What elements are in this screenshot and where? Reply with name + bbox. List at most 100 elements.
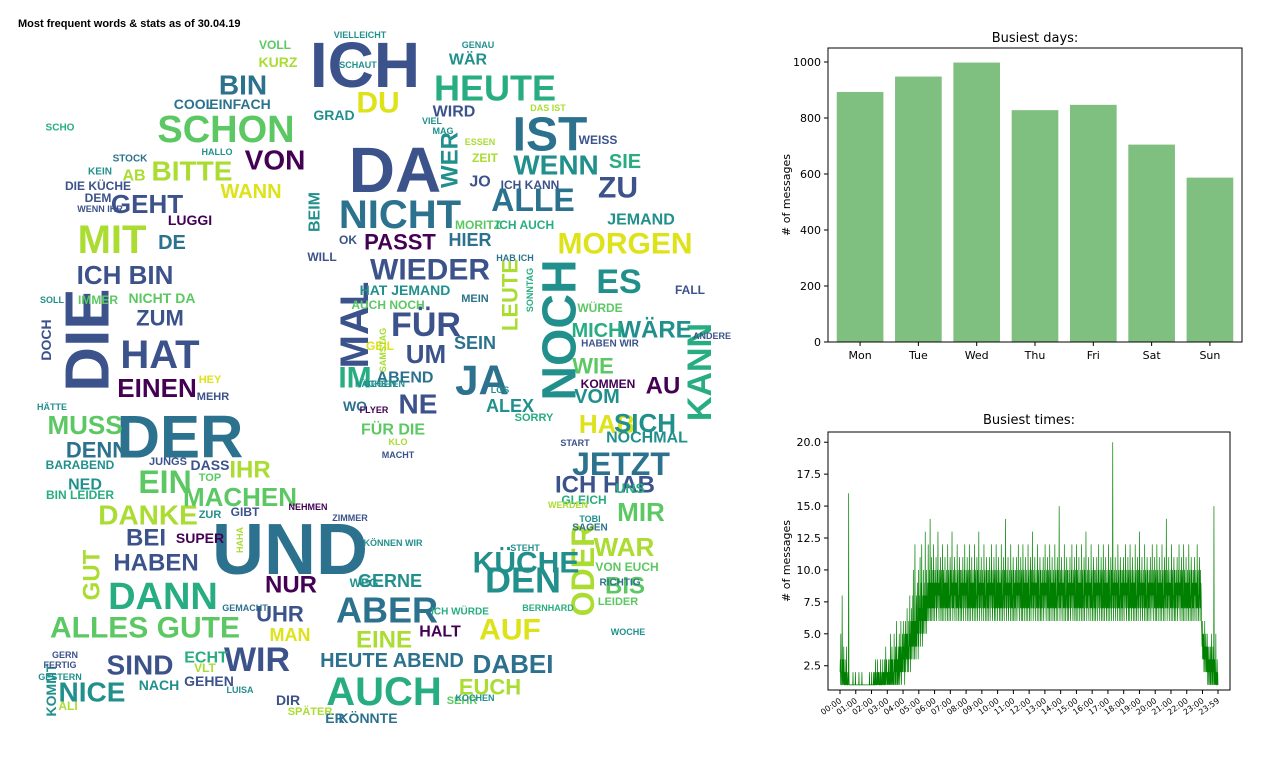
word-cloud-word: GUT bbox=[79, 549, 106, 600]
word-cloud-word: DIR bbox=[276, 692, 300, 708]
word-cloud-word: ANDERE bbox=[693, 331, 731, 341]
word-cloud-word: ICH BIN bbox=[77, 260, 174, 290]
word-cloud-word: NÄCHSTEN bbox=[355, 379, 405, 389]
y-tick-label: 5.0 bbox=[804, 628, 822, 641]
word-cloud-word: ICH HAB bbox=[555, 472, 655, 499]
word-cloud-word: LEIDER bbox=[598, 596, 638, 608]
word-cloud-word: HEUTE bbox=[434, 68, 556, 109]
word-cloud-word: LEUTE bbox=[498, 259, 523, 331]
word-cloud-word: KÜCHE bbox=[473, 547, 580, 580]
word-cloud-word: KANN bbox=[681, 323, 719, 421]
word-cloud-word: VIEL bbox=[422, 116, 443, 126]
word-cloud-word: SEHR bbox=[447, 695, 478, 707]
word-cloud-word: WIE bbox=[572, 354, 614, 379]
word-cloud-word: VIELLEICHT bbox=[334, 30, 387, 40]
word-cloud-word: NOCH bbox=[534, 259, 587, 400]
word-cloud-word: DA bbox=[349, 134, 441, 206]
word-cloud-word: GLEICH bbox=[561, 493, 606, 507]
word-cloud-word: ER bbox=[325, 710, 344, 726]
word-cloud-word: VLT bbox=[194, 661, 216, 675]
word-cloud-word: JA bbox=[455, 357, 509, 404]
word-cloud-word: KLO bbox=[389, 437, 408, 447]
word-cloud-word: KOMMEN bbox=[581, 377, 636, 391]
word-cloud-word: UHR bbox=[256, 602, 304, 627]
word-cloud-word: AUF bbox=[479, 614, 541, 647]
word-cloud-word: BARABEND bbox=[46, 458, 115, 472]
word-cloud-word: FLYER bbox=[360, 405, 389, 415]
word-cloud-word: HALLO bbox=[202, 147, 233, 157]
word-cloud-word: KURZ bbox=[259, 54, 298, 70]
word-cloud-word: BIS bbox=[605, 573, 645, 600]
word-cloud-word: FALL bbox=[675, 283, 705, 297]
word-cloud-word: ZEIT bbox=[472, 151, 499, 165]
word-cloud-word: VOLL bbox=[259, 38, 291, 52]
word-cloud-word: EINEN bbox=[117, 373, 196, 403]
y-tick-label: 10.0 bbox=[797, 564, 822, 577]
bar bbox=[1128, 144, 1175, 342]
word-cloud-word: KEIN bbox=[88, 167, 112, 178]
word-cloud-word: WER bbox=[437, 132, 464, 188]
word-cloud-word: WÄRE bbox=[618, 317, 691, 344]
x-tick-label: Sun bbox=[1199, 349, 1220, 362]
word-cloud-word: GENAU bbox=[462, 40, 495, 50]
word-cloud-word: WERDEN bbox=[548, 500, 588, 510]
word-cloud-word: ICH WÜRDE bbox=[431, 605, 489, 618]
word-cloud-word: TOBI bbox=[579, 514, 600, 524]
word-cloud-word: GEGEN bbox=[364, 379, 397, 389]
word-cloud-word: SCHON bbox=[157, 109, 294, 151]
word-cloud-word: SAGEN bbox=[572, 523, 608, 534]
word-cloud-word: JEMAND bbox=[607, 212, 675, 229]
word-cloud-word: IMMER bbox=[78, 293, 118, 307]
word-cloud-word: MORITZ bbox=[455, 218, 501, 232]
word-cloud-word: SEIN bbox=[454, 333, 496, 353]
word-cloud-word: ICH bbox=[310, 29, 420, 101]
word-cloud-word: DEN bbox=[485, 560, 561, 601]
y-tick-label: 0 bbox=[814, 336, 821, 349]
word-cloud-word: HAHA bbox=[235, 527, 245, 553]
word-cloud-word: GEIL bbox=[366, 339, 394, 353]
word-cloud-word: UM bbox=[406, 339, 446, 369]
page-title: Most frequent words & stats as of 30.04.… bbox=[18, 18, 241, 30]
word-cloud-word: GESTERN bbox=[38, 672, 82, 682]
word-cloud-word: NED bbox=[68, 477, 102, 494]
x-tick-label: Mon bbox=[848, 349, 871, 362]
x-tick-label: Fri bbox=[1087, 349, 1100, 362]
word-cloud-word: EINFACH bbox=[209, 96, 270, 112]
word-cloud-word: MAL bbox=[333, 282, 377, 369]
y-tick-label: 20.0 bbox=[797, 436, 822, 449]
word-cloud-word: DAS IST bbox=[530, 103, 566, 113]
word-cloud-word: KOMMT bbox=[43, 663, 59, 716]
word-cloud-word: RICHTIG bbox=[599, 578, 640, 589]
word-cloud-word: DABEI bbox=[473, 649, 554, 679]
bar bbox=[895, 76, 942, 342]
word-cloud-word: DU bbox=[356, 87, 399, 120]
word-cloud-word: WIRD bbox=[433, 104, 476, 121]
word-cloud-word: ZUR bbox=[199, 509, 222, 521]
y-tick-label: 12.5 bbox=[797, 532, 822, 545]
y-tick-label: 800 bbox=[800, 112, 821, 125]
y-tick-label: 2.5 bbox=[804, 660, 822, 673]
word-cloud-word: SAMSTAG bbox=[378, 328, 388, 372]
word-cloud-word: SONNTAG bbox=[525, 268, 535, 312]
word-cloud-word: ICH KANN bbox=[501, 178, 560, 192]
word-cloud-word: NICE bbox=[59, 677, 126, 708]
word-cloud-word: VON EUCH bbox=[595, 560, 658, 574]
y-tick-label: 600 bbox=[800, 168, 821, 181]
word-cloud-word: START bbox=[560, 438, 590, 448]
word-cloud-word: MICH bbox=[571, 320, 622, 342]
word-cloud-word: ALI bbox=[58, 699, 77, 713]
word-cloud-word: GEHT bbox=[111, 189, 183, 219]
word-cloud-word: DANN bbox=[108, 576, 218, 618]
word-cloud-word: NICHT bbox=[339, 193, 461, 237]
word-cloud-word: SIE bbox=[609, 151, 641, 173]
word-cloud-word: ECHT bbox=[184, 650, 228, 667]
word-cloud-word: ICH AUCH bbox=[496, 218, 554, 232]
word-cloud-word: FÜR bbox=[391, 306, 461, 344]
word-cloud-word: LUGGI bbox=[168, 212, 212, 228]
word-cloud-word: VOM bbox=[574, 386, 620, 408]
word-cloud-word: IST bbox=[513, 109, 588, 162]
word-cloud-word: HAT bbox=[120, 333, 199, 377]
y-tick-label: 1000 bbox=[793, 56, 821, 69]
chart-title: Busiest times: bbox=[983, 413, 1075, 428]
word-cloud-word: MACHT bbox=[382, 450, 415, 460]
